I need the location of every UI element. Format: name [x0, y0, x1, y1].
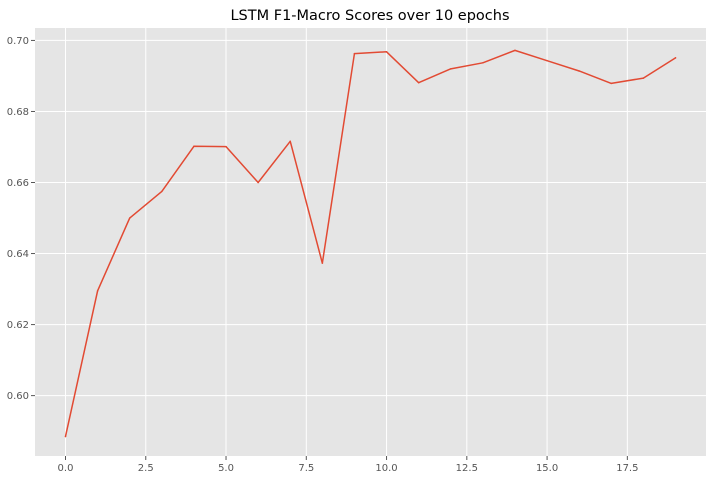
series-layer: [64, 49, 677, 438]
data-point: [610, 82, 613, 85]
x-tick-label: 0.0: [58, 463, 74, 474]
data-point: [385, 51, 388, 53]
chart-title: LSTM F1-Macro Scores over 10 epochs: [230, 8, 509, 24]
x-tick-label: 15.0: [536, 463, 558, 474]
x-tick-label: 12.5: [456, 463, 478, 474]
y-tick-label: 0.68: [7, 107, 29, 118]
data-point: [161, 190, 163, 193]
axis-ticks: 0.0 2.5 5.0 7.5 10.0 12.5 15.0 17.5 0.60 0.62 0.64…: [7, 36, 639, 474]
x-tick-label: 10.0: [375, 463, 397, 474]
data-point: [674, 57, 677, 59]
x-tick-label: 5.0: [218, 463, 234, 474]
data-point: [193, 145, 195, 148]
data-point: [353, 52, 356, 55]
data-point: [128, 217, 131, 219]
data-point: [321, 262, 324, 264]
data-point: [225, 145, 227, 148]
series-line: [64, 49, 677, 438]
data-point: [96, 290, 99, 292]
data-point: [546, 59, 548, 62]
data-point: [417, 81, 420, 84]
y-tick-label: 0.60: [7, 391, 29, 402]
y-tick-label: 0.66: [7, 178, 29, 189]
grid-lines: [35, 28, 706, 456]
y-tick-label: 0.62: [7, 320, 29, 331]
data-point: [450, 68, 452, 70]
data-point: [289, 140, 291, 143]
data-point: [257, 181, 259, 184]
data-point: [642, 77, 645, 79]
data-point: [578, 70, 580, 72]
y-tick-label: 0.64: [7, 249, 29, 260]
x-tick-label: 7.5: [298, 463, 314, 474]
x-tick-label: 17.5: [616, 463, 638, 474]
y-tick-label: 0.70: [7, 36, 29, 47]
data-point: [64, 435, 67, 438]
x-tick-label: 2.5: [138, 463, 154, 474]
data-point: [482, 62, 484, 64]
data-point: [514, 49, 516, 52]
plot-area: [35, 28, 706, 456]
